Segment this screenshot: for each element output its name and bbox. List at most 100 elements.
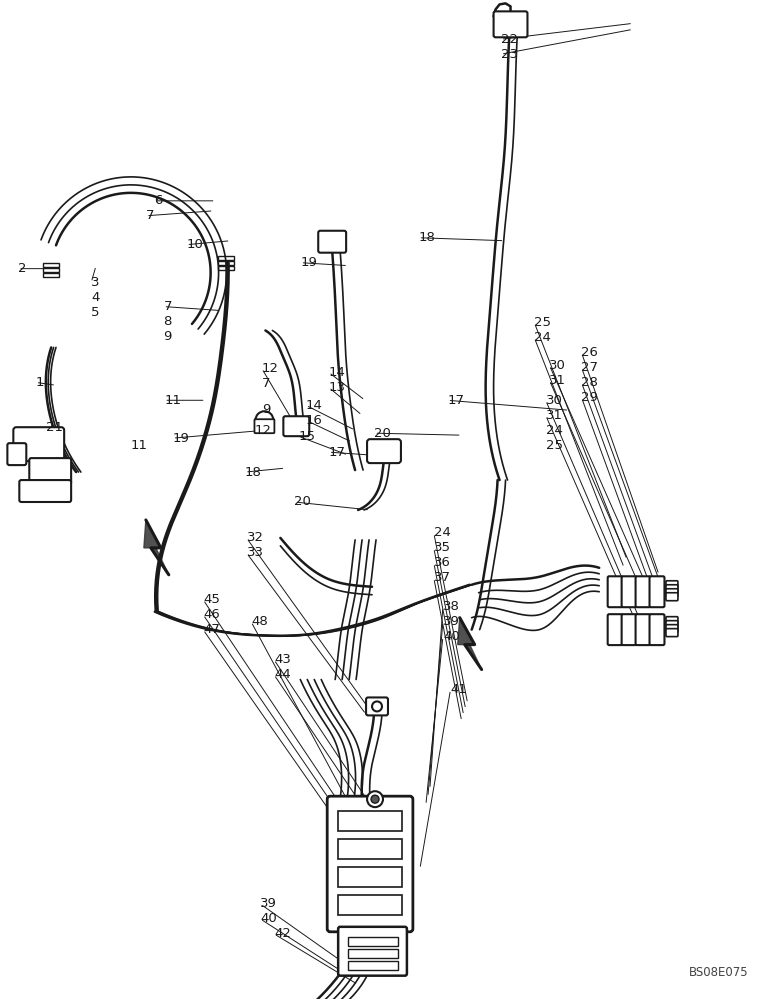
- Text: BS08E075: BS08E075: [689, 966, 749, 979]
- Text: 12: 12: [262, 362, 279, 375]
- Text: 25: 25: [534, 316, 552, 329]
- Text: 48: 48: [251, 615, 268, 628]
- Text: 17: 17: [329, 446, 346, 459]
- FancyBboxPatch shape: [254, 419, 274, 433]
- Text: 26: 26: [581, 346, 598, 359]
- Circle shape: [367, 791, 383, 807]
- Text: 27: 27: [581, 361, 598, 374]
- FancyBboxPatch shape: [636, 576, 650, 607]
- Text: 30: 30: [545, 394, 562, 407]
- Text: 18: 18: [419, 231, 435, 244]
- Bar: [348, 949, 398, 958]
- Text: 30: 30: [549, 359, 566, 372]
- Text: 9: 9: [262, 403, 270, 416]
- Text: 24: 24: [545, 424, 562, 437]
- Text: 41: 41: [451, 683, 468, 696]
- FancyBboxPatch shape: [622, 614, 636, 645]
- FancyBboxPatch shape: [666, 581, 678, 589]
- Bar: [44, 263, 59, 267]
- FancyBboxPatch shape: [283, 416, 309, 436]
- Text: 17: 17: [448, 394, 465, 407]
- Text: 29: 29: [581, 391, 598, 404]
- Text: 46: 46: [203, 608, 220, 621]
- Text: 38: 38: [443, 600, 460, 613]
- Text: 9: 9: [163, 330, 172, 343]
- Text: 15: 15: [298, 430, 316, 443]
- Text: 32: 32: [247, 531, 264, 544]
- Text: 11: 11: [164, 394, 181, 407]
- Text: 12: 12: [254, 424, 271, 437]
- FancyBboxPatch shape: [666, 617, 678, 625]
- Text: 37: 37: [434, 571, 451, 584]
- Text: 21: 21: [46, 421, 63, 434]
- Text: 25: 25: [545, 439, 562, 452]
- Circle shape: [371, 795, 379, 803]
- Bar: [338, 811, 402, 831]
- FancyBboxPatch shape: [13, 427, 64, 461]
- Text: 23: 23: [500, 48, 518, 61]
- Text: 24: 24: [534, 331, 551, 344]
- Text: 8: 8: [163, 315, 172, 328]
- Circle shape: [372, 701, 382, 711]
- Text: 31: 31: [545, 409, 562, 422]
- Text: 2: 2: [18, 262, 27, 275]
- Polygon shape: [144, 520, 169, 575]
- Bar: [348, 961, 398, 970]
- FancyBboxPatch shape: [666, 629, 678, 637]
- Text: 33: 33: [247, 546, 264, 559]
- FancyBboxPatch shape: [666, 625, 678, 633]
- FancyBboxPatch shape: [666, 593, 678, 601]
- FancyBboxPatch shape: [622, 576, 636, 607]
- Text: 16: 16: [306, 414, 322, 427]
- Text: 40: 40: [443, 630, 460, 643]
- FancyBboxPatch shape: [607, 614, 623, 645]
- Text: 6: 6: [154, 194, 162, 207]
- Text: 39: 39: [261, 897, 277, 910]
- Text: 13: 13: [329, 381, 346, 394]
- Bar: [218, 261, 234, 265]
- Text: 40: 40: [261, 912, 277, 925]
- Text: 22: 22: [500, 33, 518, 46]
- Bar: [338, 839, 402, 859]
- Text: 18: 18: [245, 466, 262, 479]
- FancyBboxPatch shape: [649, 576, 665, 607]
- FancyBboxPatch shape: [327, 796, 413, 932]
- Text: 24: 24: [434, 526, 451, 539]
- Bar: [338, 895, 402, 915]
- Text: 7: 7: [163, 300, 172, 313]
- Text: 42: 42: [274, 927, 291, 940]
- Text: 19: 19: [173, 432, 189, 445]
- FancyBboxPatch shape: [366, 697, 388, 715]
- Bar: [348, 937, 398, 946]
- Text: 45: 45: [203, 593, 220, 606]
- Text: 5: 5: [91, 306, 100, 319]
- Text: 19: 19: [300, 256, 317, 269]
- Text: 4: 4: [91, 291, 99, 304]
- Bar: [44, 273, 59, 277]
- FancyBboxPatch shape: [8, 443, 26, 465]
- FancyBboxPatch shape: [29, 458, 71, 484]
- FancyBboxPatch shape: [666, 589, 678, 597]
- FancyBboxPatch shape: [666, 585, 678, 593]
- FancyBboxPatch shape: [338, 927, 407, 976]
- FancyBboxPatch shape: [636, 614, 650, 645]
- Text: 3: 3: [91, 276, 100, 289]
- Text: 10: 10: [186, 238, 203, 251]
- FancyBboxPatch shape: [319, 231, 346, 253]
- Bar: [338, 867, 402, 887]
- Text: 7: 7: [146, 209, 154, 222]
- Text: 44: 44: [274, 668, 290, 681]
- Text: 43: 43: [274, 653, 291, 666]
- Text: 35: 35: [434, 541, 451, 554]
- Polygon shape: [458, 618, 481, 670]
- Text: 47: 47: [203, 623, 220, 636]
- Text: 14: 14: [306, 399, 322, 412]
- FancyBboxPatch shape: [19, 480, 71, 502]
- Text: 36: 36: [434, 556, 451, 569]
- FancyBboxPatch shape: [367, 439, 401, 463]
- Text: 39: 39: [443, 615, 460, 628]
- Text: 28: 28: [581, 376, 598, 389]
- Text: 20: 20: [374, 427, 391, 440]
- Text: 7: 7: [262, 377, 270, 390]
- Text: 1: 1: [36, 376, 44, 389]
